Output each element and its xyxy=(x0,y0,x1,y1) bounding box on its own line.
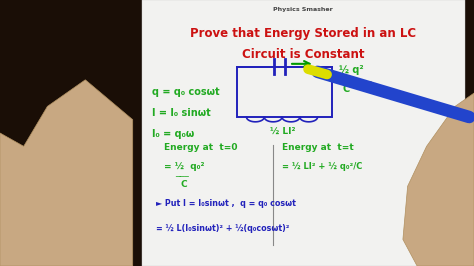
Text: ──: ── xyxy=(341,78,350,84)
Text: I₀ = q₀ω: I₀ = q₀ω xyxy=(152,129,194,139)
Text: = ½  q₀²: = ½ q₀² xyxy=(164,162,204,171)
Text: q₀=0: q₀=0 xyxy=(356,81,373,87)
Text: Physics Smasher: Physics Smasher xyxy=(273,7,333,12)
Text: Circuit is Constant: Circuit is Constant xyxy=(242,48,365,61)
Text: q = q₀ cosωt: q = q₀ cosωt xyxy=(152,87,219,97)
Text: ───: ─── xyxy=(175,171,189,180)
Text: I = I₀ sinωt: I = I₀ sinωt xyxy=(152,108,210,118)
Text: ½ q²: ½ q² xyxy=(339,65,364,76)
Bar xyxy=(142,0,465,266)
Text: C: C xyxy=(180,180,187,189)
Bar xyxy=(237,66,332,117)
Text: ½ LI²: ½ LI² xyxy=(270,127,296,136)
Text: C: C xyxy=(343,84,350,94)
Text: Prove that Energy Stored in an LC: Prove that Energy Stored in an LC xyxy=(190,27,417,40)
Polygon shape xyxy=(0,80,133,266)
Bar xyxy=(465,0,474,266)
Text: Energy at  t=0: Energy at t=0 xyxy=(164,143,237,152)
Text: ► Put I = I₀sinωt ,  q = q₀ cosωt: ► Put I = I₀sinωt , q = q₀ cosωt xyxy=(156,199,296,208)
Polygon shape xyxy=(403,93,474,266)
Text: Energy at  t=t: Energy at t=t xyxy=(282,143,354,152)
Text: = ½ LI² + ½ q₀²/C: = ½ LI² + ½ q₀²/C xyxy=(282,162,363,171)
Text: = ½ L(I₀sinωt)² + ½(q₀cosωt)²: = ½ L(I₀sinωt)² + ½(q₀cosωt)² xyxy=(156,224,290,233)
Bar xyxy=(0,0,142,266)
